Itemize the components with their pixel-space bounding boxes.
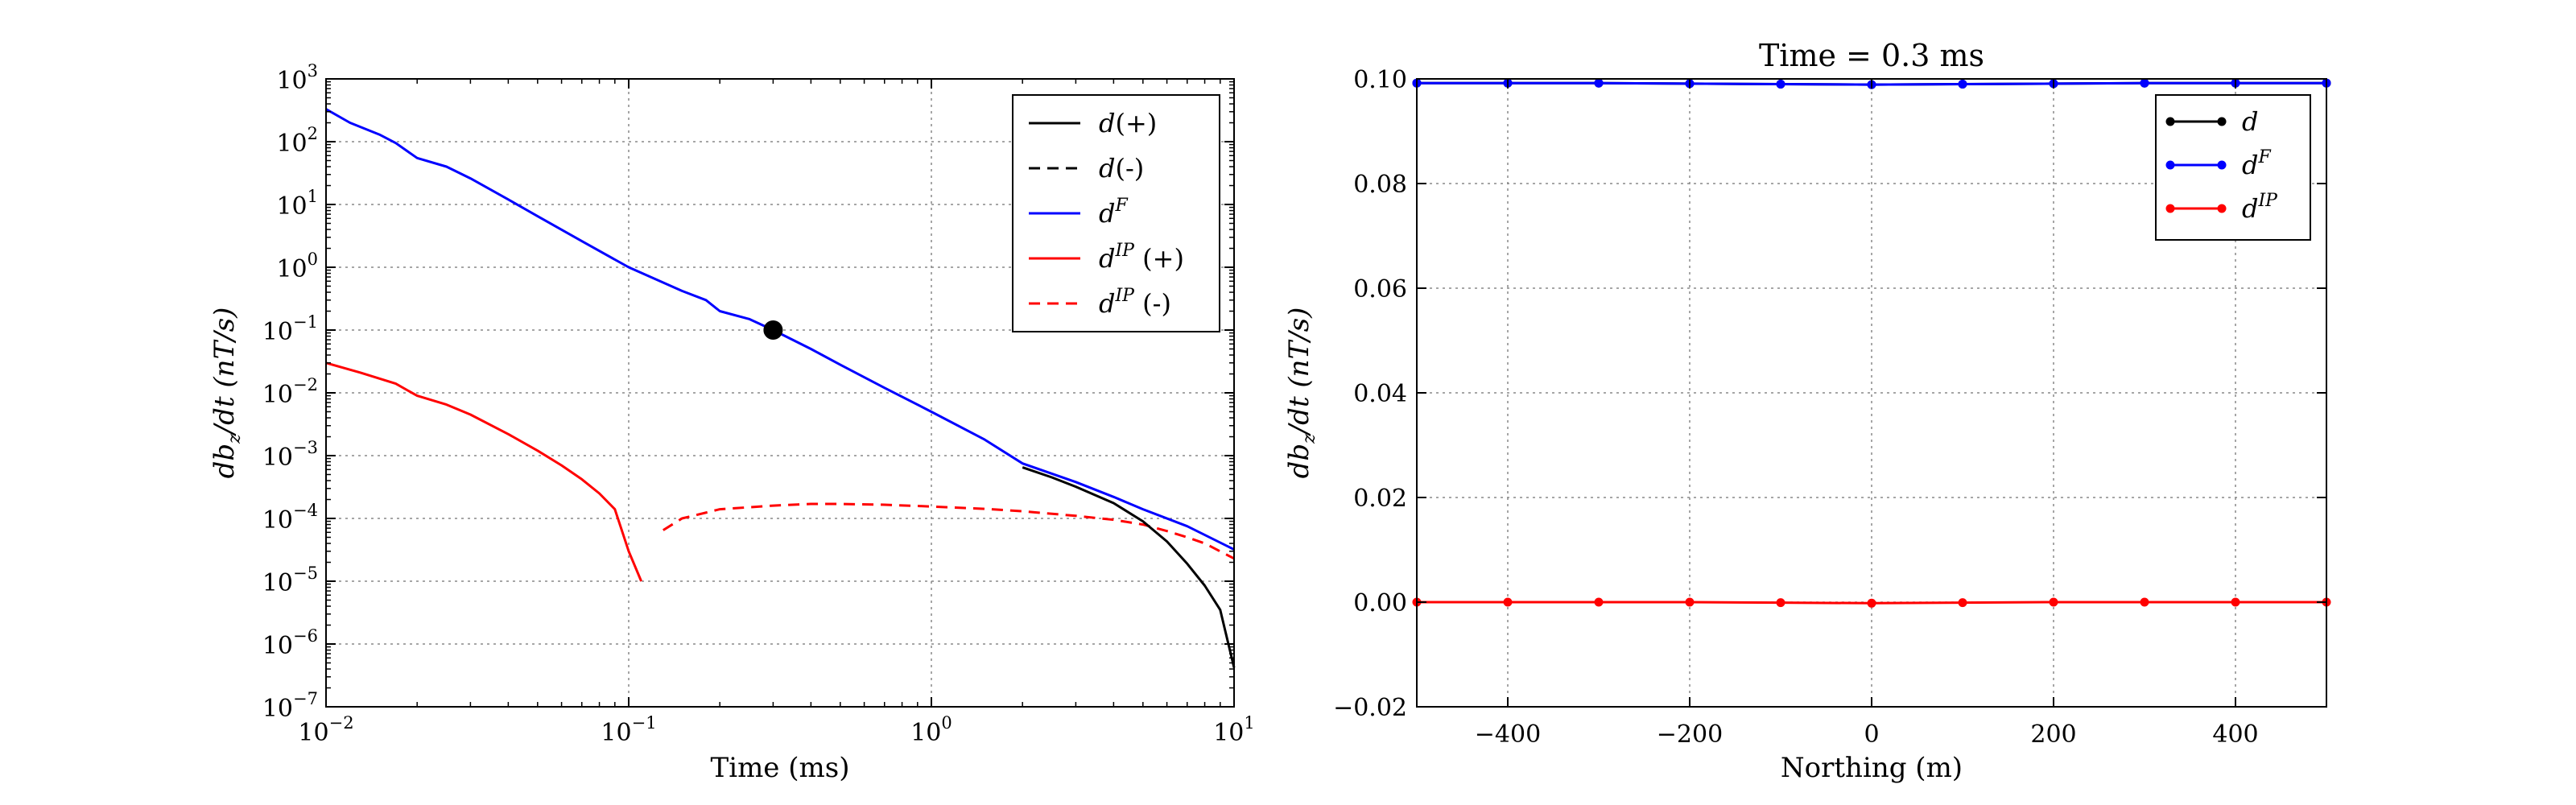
legend-left-label: d(+) (1099, 108, 1157, 138)
series-point-right (1958, 80, 1967, 89)
x-tick-label: 400 (2212, 720, 2258, 749)
x-tick-label: 200 (2030, 720, 2076, 749)
legend-right-marker (2165, 160, 2175, 170)
series-point-right (1594, 78, 1604, 88)
legend-right-marker (2217, 117, 2227, 126)
y-tick-label: 0.04 (1353, 380, 1407, 408)
ticks-left: 10−2 10−1 100 101 10−7 10−6 10−5 10−4 10−3 10−2 10… (262, 61, 1255, 747)
y-tick-label: 100 (276, 250, 318, 283)
x-tick-label: 101 (1213, 713, 1255, 747)
legend-right-label: d (2242, 106, 2258, 137)
profile-plot: −400 −200 0 200 400 −0.02 0.00 0.02 0.04 0.06 0.08… (1283, 38, 2331, 784)
y-tick-label: 10−7 (262, 689, 318, 723)
legend-right-label: dF (2242, 147, 2271, 180)
y-tick-label: 10−5 (262, 564, 318, 597)
series-point-right (2140, 597, 2149, 607)
series-point-right (1958, 598, 1967, 608)
legend-right-label: dIP (2242, 191, 2278, 224)
legend-left-label: d(-) (1099, 153, 1144, 184)
legend-right-marker (2217, 160, 2227, 170)
series-point-right (2049, 597, 2058, 607)
y-axis-label-right: dbz/dt (nT/s) (1283, 308, 1319, 479)
legend-right-box (2155, 94, 2311, 241)
decay-curve-plot: 10−2 10−1 100 101 10−7 10−6 10−5 10−4 10−3 10−2 10… (208, 61, 1255, 784)
series-line-left (1022, 466, 1236, 668)
x-tick-label: 10−2 (298, 713, 353, 747)
legend-right-marker (2165, 204, 2175, 213)
y-tick-label: 0.10 (1353, 66, 1407, 94)
series-line-left (663, 502, 1235, 560)
series-point-right (1867, 598, 1876, 608)
y-tick-label: 101 (276, 187, 318, 221)
y-tick-label: 102 (276, 124, 318, 158)
series-point-right (1503, 597, 1513, 607)
series-point-right (2140, 78, 2149, 88)
legend-left: d(+) d(-) dF dIP (+) dIP (-) (1012, 94, 1220, 332)
series-line-left (325, 361, 642, 582)
y-tick-label: 10−1 (262, 312, 318, 346)
y-axis-label-left: dbz/dt (nT/s) (208, 308, 245, 479)
legend-left-label: dF (1099, 196, 1128, 229)
series-point-right (2231, 597, 2240, 607)
series-point-right (1685, 597, 1695, 607)
y-tick-label: 10−4 (262, 501, 318, 535)
ticks-right: −400 −200 0 200 400 −0.02 0.00 0.02 0.04 0.06 0.08… (1333, 66, 2326, 749)
x-tick-label: −400 (1475, 720, 1541, 749)
chart-title-right: Time = 0.3 ms (1759, 38, 1984, 73)
y-tick-label: −0.02 (1333, 694, 1407, 722)
x-axis-label-right: Northing (m) (1781, 752, 1963, 784)
x-tick-label: −200 (1657, 720, 1723, 749)
legend-left-label: dIP (-) (1099, 286, 1171, 319)
series-line-left (325, 108, 1235, 551)
y-tick-label: 10−6 (262, 626, 318, 660)
series-point-right (1776, 80, 1785, 89)
y-tick-label: 0.00 (1353, 589, 1407, 617)
y-tick-label: 0.08 (1353, 171, 1407, 199)
y-tick-label: 10−3 (262, 438, 318, 472)
x-tick-label: 10−1 (601, 713, 656, 747)
y-tick-label: 103 (276, 61, 318, 95)
time-marker-point (763, 320, 783, 340)
grid-left (326, 79, 1234, 707)
legend-right-marker (2217, 204, 2227, 213)
x-axis-label-left: Time (ms) (711, 752, 850, 784)
series-left (325, 108, 1236, 668)
legend-right: d dF dIP (2155, 94, 2311, 241)
y-tick-label: 0.06 (1353, 275, 1407, 303)
series-point-right (1776, 598, 1785, 608)
y-tick-label: 0.02 (1353, 485, 1407, 513)
series-point-right (1594, 597, 1604, 607)
x-tick-label: 0 (1864, 720, 1879, 749)
x-tick-label: 100 (910, 713, 952, 747)
legend-right-marker (2165, 117, 2175, 126)
y-tick-label: 10−2 (262, 375, 318, 409)
legend-left-label: dIP (+) (1099, 241, 1184, 274)
